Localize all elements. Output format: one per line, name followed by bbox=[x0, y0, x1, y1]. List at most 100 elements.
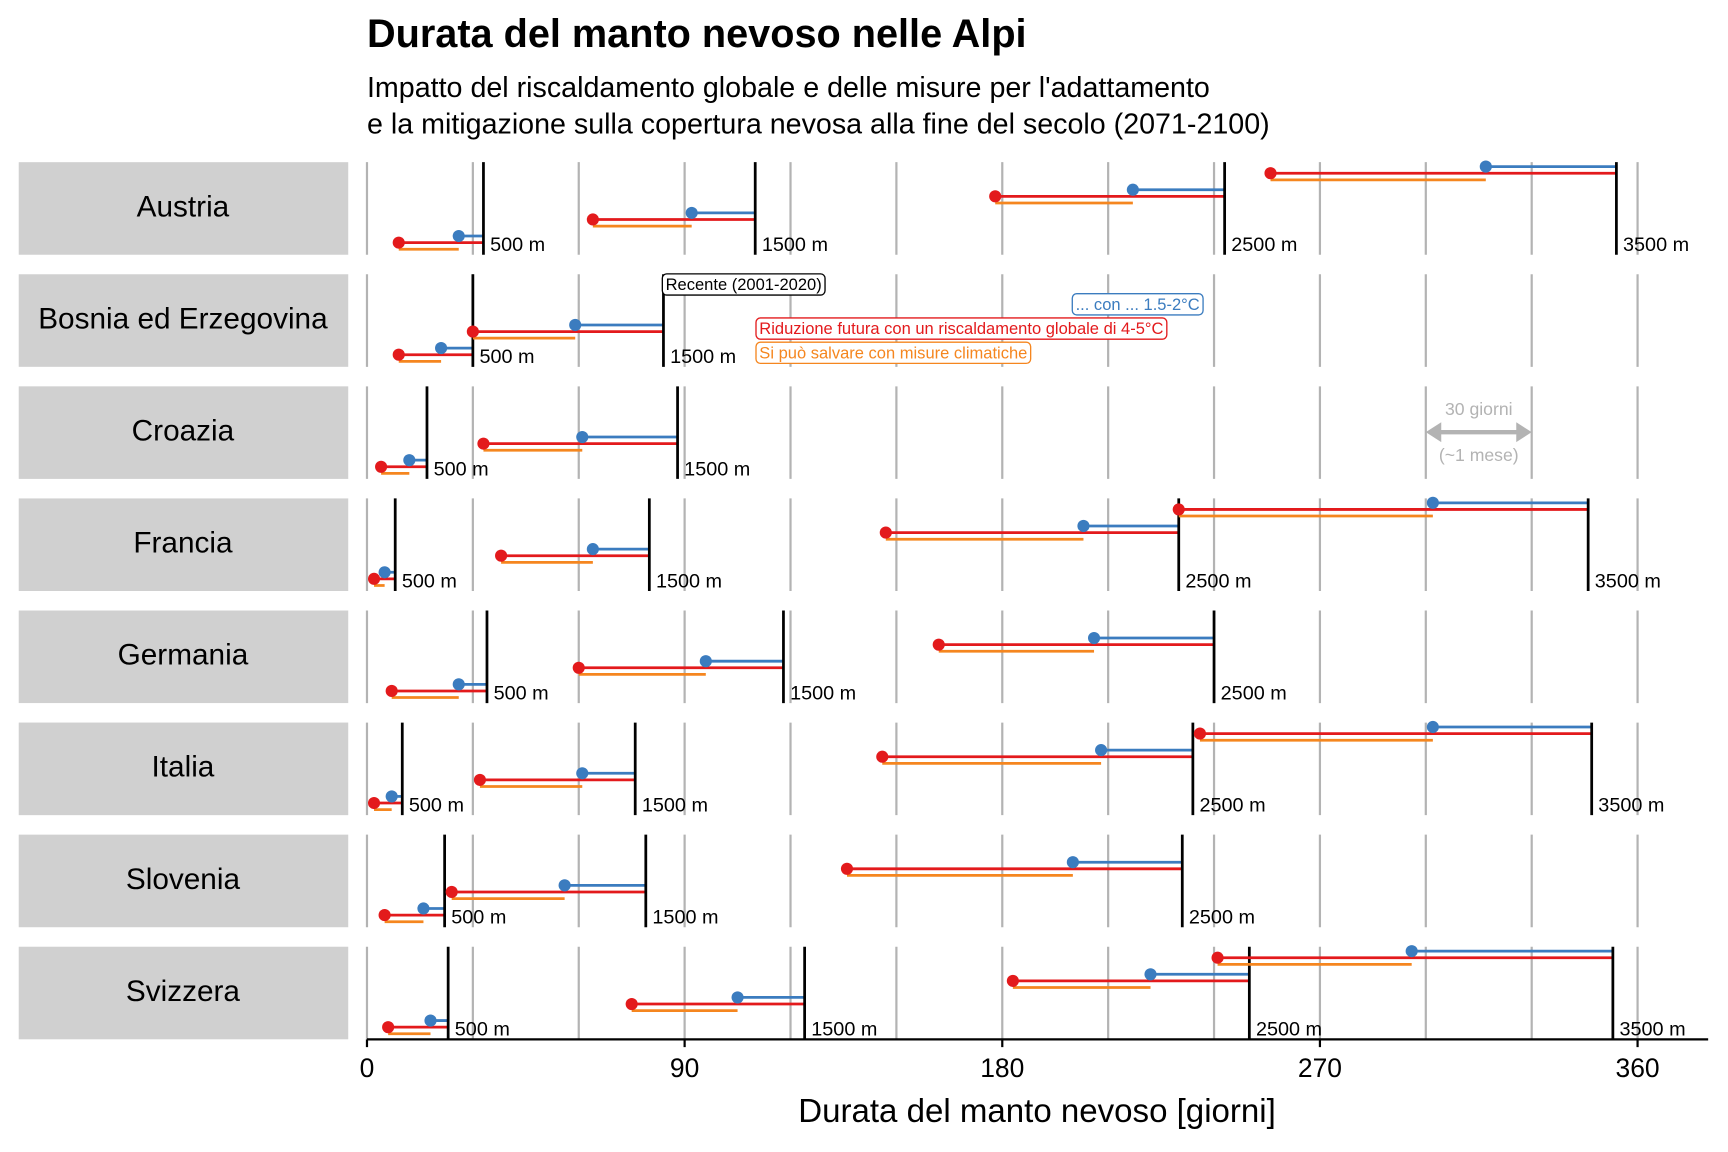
red-dot bbox=[466, 325, 479, 338]
red-dot bbox=[477, 437, 490, 450]
blue-dot bbox=[424, 1014, 437, 1027]
red-dot bbox=[1264, 167, 1277, 180]
strip bbox=[18, 610, 349, 704]
blue-dot bbox=[1087, 631, 1101, 645]
elevation-label: 2500 m bbox=[1189, 907, 1255, 929]
elevation-label: 500 m bbox=[402, 570, 457, 592]
strip-label: Italia bbox=[152, 751, 215, 784]
legend-label: Si può salvare con misure climatiche bbox=[759, 343, 1027, 362]
blue-dot bbox=[1144, 968, 1157, 981]
red-dot bbox=[1211, 951, 1224, 964]
x-tick-label: 180 bbox=[980, 1053, 1024, 1083]
elevation-label: 1500 m bbox=[811, 1019, 877, 1041]
x-tick-label: 0 bbox=[360, 1053, 375, 1083]
elevation-label: 2500 m bbox=[1256, 1019, 1322, 1041]
red-dot bbox=[445, 885, 458, 899]
elevation-label: 2500 m bbox=[1199, 795, 1265, 817]
red-dot bbox=[378, 909, 391, 922]
legend-box bbox=[661, 273, 826, 296]
red-dot bbox=[932, 638, 945, 651]
strip bbox=[18, 162, 349, 255]
red-dot bbox=[495, 549, 508, 562]
elevation-label: 3500 m bbox=[1619, 1019, 1685, 1041]
x-tick-label: 270 bbox=[1298, 1053, 1342, 1083]
span-label: 30 giorni bbox=[1445, 399, 1513, 419]
elevation-label: 1500 m bbox=[790, 682, 856, 704]
blue-dot bbox=[435, 342, 448, 355]
blue-dot bbox=[1077, 519, 1090, 533]
elevation-label: 2500 m bbox=[1185, 570, 1251, 592]
strip bbox=[18, 834, 349, 928]
strip bbox=[18, 386, 349, 479]
blue-dot bbox=[576, 767, 589, 780]
red-dot bbox=[473, 773, 486, 786]
blue-dot bbox=[385, 790, 398, 803]
elevation-label: 500 m bbox=[490, 234, 545, 256]
elevation-label: 500 m bbox=[479, 346, 534, 368]
legend-label: Recente (2001-2020) bbox=[666, 275, 822, 294]
x-axis-label: Durata del manto nevoso [giorni] bbox=[798, 1093, 1276, 1130]
arrow-head bbox=[1425, 422, 1442, 443]
red-dot bbox=[392, 236, 405, 249]
blue-dot bbox=[558, 879, 571, 892]
blue-dot bbox=[576, 430, 589, 444]
elevation-label: 500 m bbox=[494, 682, 549, 704]
legend-label: ... con ... 1.5-2°C bbox=[1076, 295, 1200, 314]
red-dot bbox=[989, 190, 1002, 203]
strip-label: Slovenia bbox=[126, 863, 241, 896]
legend-label: Riduzione futura con un riscaldamento gl… bbox=[759, 319, 1163, 338]
red-dot bbox=[392, 348, 405, 361]
strip-label: Francia bbox=[133, 527, 233, 560]
elevation-label: 1500 m bbox=[762, 234, 828, 256]
strip-label: Austria bbox=[137, 190, 230, 223]
elevation-label: 3500 m bbox=[1598, 795, 1664, 817]
blue-dot bbox=[378, 566, 391, 579]
legend-box bbox=[755, 341, 1032, 365]
elevation-label: 1500 m bbox=[652, 907, 718, 929]
span-sublabel: (~1 mese) bbox=[1439, 445, 1519, 465]
red-dot bbox=[1193, 727, 1206, 740]
red-dot bbox=[876, 750, 889, 763]
elevation-label: 500 m bbox=[455, 1019, 510, 1041]
chart-subtitle: Impatto del riscaldamento globale e dell… bbox=[367, 72, 1210, 104]
strip bbox=[18, 274, 349, 367]
red-dot bbox=[572, 661, 585, 674]
blue-dot bbox=[1095, 744, 1108, 757]
red-dot bbox=[367, 796, 381, 810]
blue-dot bbox=[403, 454, 416, 467]
elevation-label: 1500 m bbox=[684, 458, 750, 480]
red-dot bbox=[625, 997, 638, 1011]
red-dot bbox=[1006, 974, 1019, 987]
arrow-head bbox=[1516, 422, 1532, 443]
red-dot bbox=[375, 460, 388, 473]
blue-dot bbox=[685, 206, 698, 219]
elevation-label: 3500 m bbox=[1595, 570, 1661, 592]
strip bbox=[18, 722, 349, 816]
red-dot bbox=[385, 684, 398, 698]
chart-title: Durata del manto nevoso nelle Alpi bbox=[367, 12, 1027, 56]
elevation-label: 500 m bbox=[434, 458, 489, 480]
elevation-label: 1500 m bbox=[642, 795, 708, 817]
blue-dot bbox=[699, 655, 712, 668]
elevation-label: 2500 m bbox=[1221, 682, 1287, 704]
blue-dot bbox=[1479, 160, 1492, 173]
strip-label: Germania bbox=[118, 639, 249, 672]
blue-dot bbox=[731, 991, 744, 1004]
blue-dot bbox=[452, 678, 465, 691]
strip-label: Svizzera bbox=[126, 975, 241, 1008]
strip bbox=[18, 498, 349, 591]
blue-dot bbox=[1126, 183, 1139, 196]
legend-box bbox=[755, 317, 1168, 340]
elevation-label: 500 m bbox=[451, 907, 506, 929]
red-dot bbox=[840, 862, 854, 875]
chart-subtitle: e la mitigazione sulla copertura nevosa … bbox=[367, 108, 1270, 140]
red-dot bbox=[382, 1021, 395, 1034]
elevation-label: 2500 m bbox=[1231, 234, 1297, 256]
strip bbox=[18, 946, 349, 1040]
blue-dot bbox=[452, 229, 465, 243]
elevation-label: 1500 m bbox=[670, 346, 736, 368]
legend-box bbox=[1071, 293, 1204, 316]
blue-dot bbox=[1426, 720, 1439, 734]
